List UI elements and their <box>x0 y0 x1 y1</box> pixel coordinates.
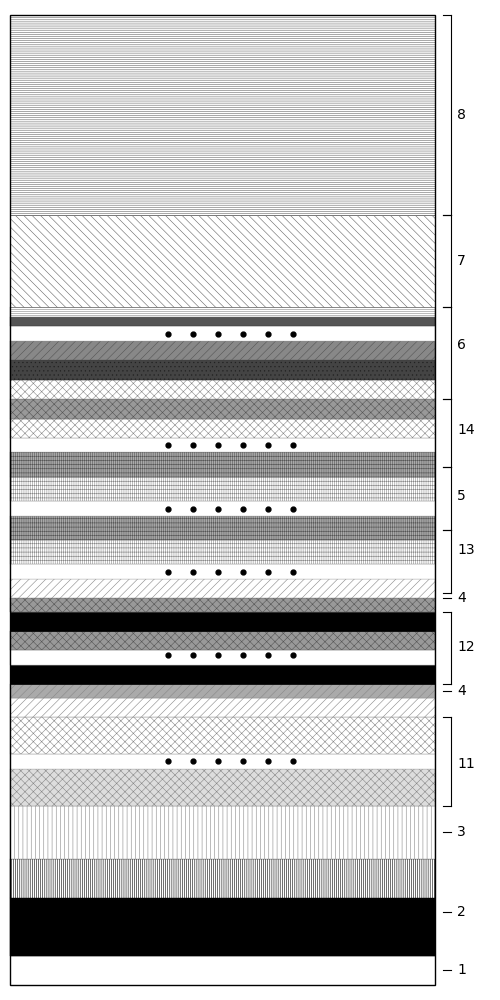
Bar <box>10 956 435 985</box>
Bar <box>10 326 435 341</box>
Bar <box>10 15 435 215</box>
Text: 12: 12 <box>457 640 474 654</box>
Bar <box>10 579 435 598</box>
Bar <box>10 665 435 684</box>
Bar <box>10 452 435 477</box>
Bar <box>10 754 435 769</box>
Text: 4: 4 <box>457 684 466 698</box>
Bar <box>10 341 435 360</box>
Bar <box>10 650 435 665</box>
Bar <box>10 898 435 956</box>
Text: 3: 3 <box>457 825 466 839</box>
Bar <box>10 501 435 516</box>
Bar <box>10 612 435 631</box>
Bar <box>10 477 435 501</box>
Bar <box>10 399 435 419</box>
Bar <box>10 380 435 399</box>
Bar <box>10 540 435 564</box>
Bar <box>10 684 435 698</box>
Bar <box>10 806 435 859</box>
Bar <box>10 15 435 985</box>
Text: 1: 1 <box>457 963 466 977</box>
Bar <box>10 564 435 579</box>
Text: 8: 8 <box>457 108 466 122</box>
Text: 7: 7 <box>457 254 466 268</box>
Text: 14: 14 <box>457 423 474 437</box>
Text: 4: 4 <box>457 591 466 605</box>
Bar <box>10 307 435 317</box>
Bar <box>10 438 435 452</box>
Text: 6: 6 <box>457 338 466 352</box>
Bar <box>10 516 435 540</box>
Bar <box>10 215 435 307</box>
Bar <box>10 419 435 438</box>
Text: 13: 13 <box>457 543 474 557</box>
Bar <box>10 717 435 754</box>
Bar <box>10 631 435 650</box>
Text: 5: 5 <box>457 489 466 503</box>
Bar <box>10 769 435 806</box>
Text: 2: 2 <box>457 905 466 919</box>
Bar <box>10 317 435 326</box>
Bar <box>10 859 435 898</box>
Bar <box>10 598 435 612</box>
Bar <box>10 360 435 380</box>
Text: 11: 11 <box>457 757 475 771</box>
Bar <box>10 698 435 717</box>
